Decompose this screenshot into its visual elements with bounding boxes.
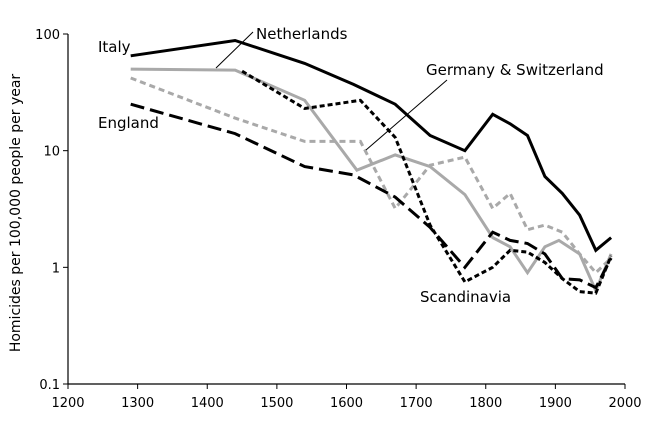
x-tick-label: 1800 [469, 396, 502, 411]
x-tick-label: 2000 [608, 396, 641, 411]
x-tick-label: 1900 [539, 396, 572, 411]
series-line-netherlands [130, 67, 613, 295]
y-tick-label: 10 [43, 145, 60, 160]
series-lines [130, 38, 613, 295]
series-line-scandinavia [241, 69, 613, 295]
x-ticks: 1200 1300 1400 1500 1600 1700 1800 1900 2000 [51, 384, 642, 411]
series-label-netherlands: Netherlands [256, 25, 348, 43]
series-label-italy: Italy [98, 38, 131, 56]
netherlands-pointer-line [215, 31, 254, 69]
germany-switzerland-pointer-line [365, 79, 448, 151]
series-label-germany-switzerland: Germany & Switzerland [426, 61, 604, 79]
series-line-england [130, 102, 613, 290]
y-tick-label: 100 [35, 28, 60, 43]
x-tick-label: 1600 [330, 396, 363, 411]
x-tick-label: 1200 [51, 396, 84, 411]
x-tick-label: 1500 [260, 396, 293, 411]
x-tick-label: 1700 [400, 396, 433, 411]
series-line-italy [130, 38, 613, 253]
series-line-germany-switzerland [130, 76, 613, 275]
x-tick-label: 1300 [121, 396, 154, 411]
label-pointers [215, 31, 448, 151]
series-labels: Italy Netherlands Germany & Switzerland … [98, 25, 604, 306]
y-tick-label: 0.1 [39, 378, 60, 393]
series-label-england: England [98, 114, 159, 132]
series-label-scandinavia: Scandinavia [420, 288, 511, 306]
y-tick-label: 1 [52, 261, 60, 276]
x-tick-label: 1400 [191, 396, 224, 411]
y-axis-title: Homicides per 100,000 people per year [8, 74, 24, 353]
y-ticks: 0.1 1 10 100 [35, 28, 68, 393]
